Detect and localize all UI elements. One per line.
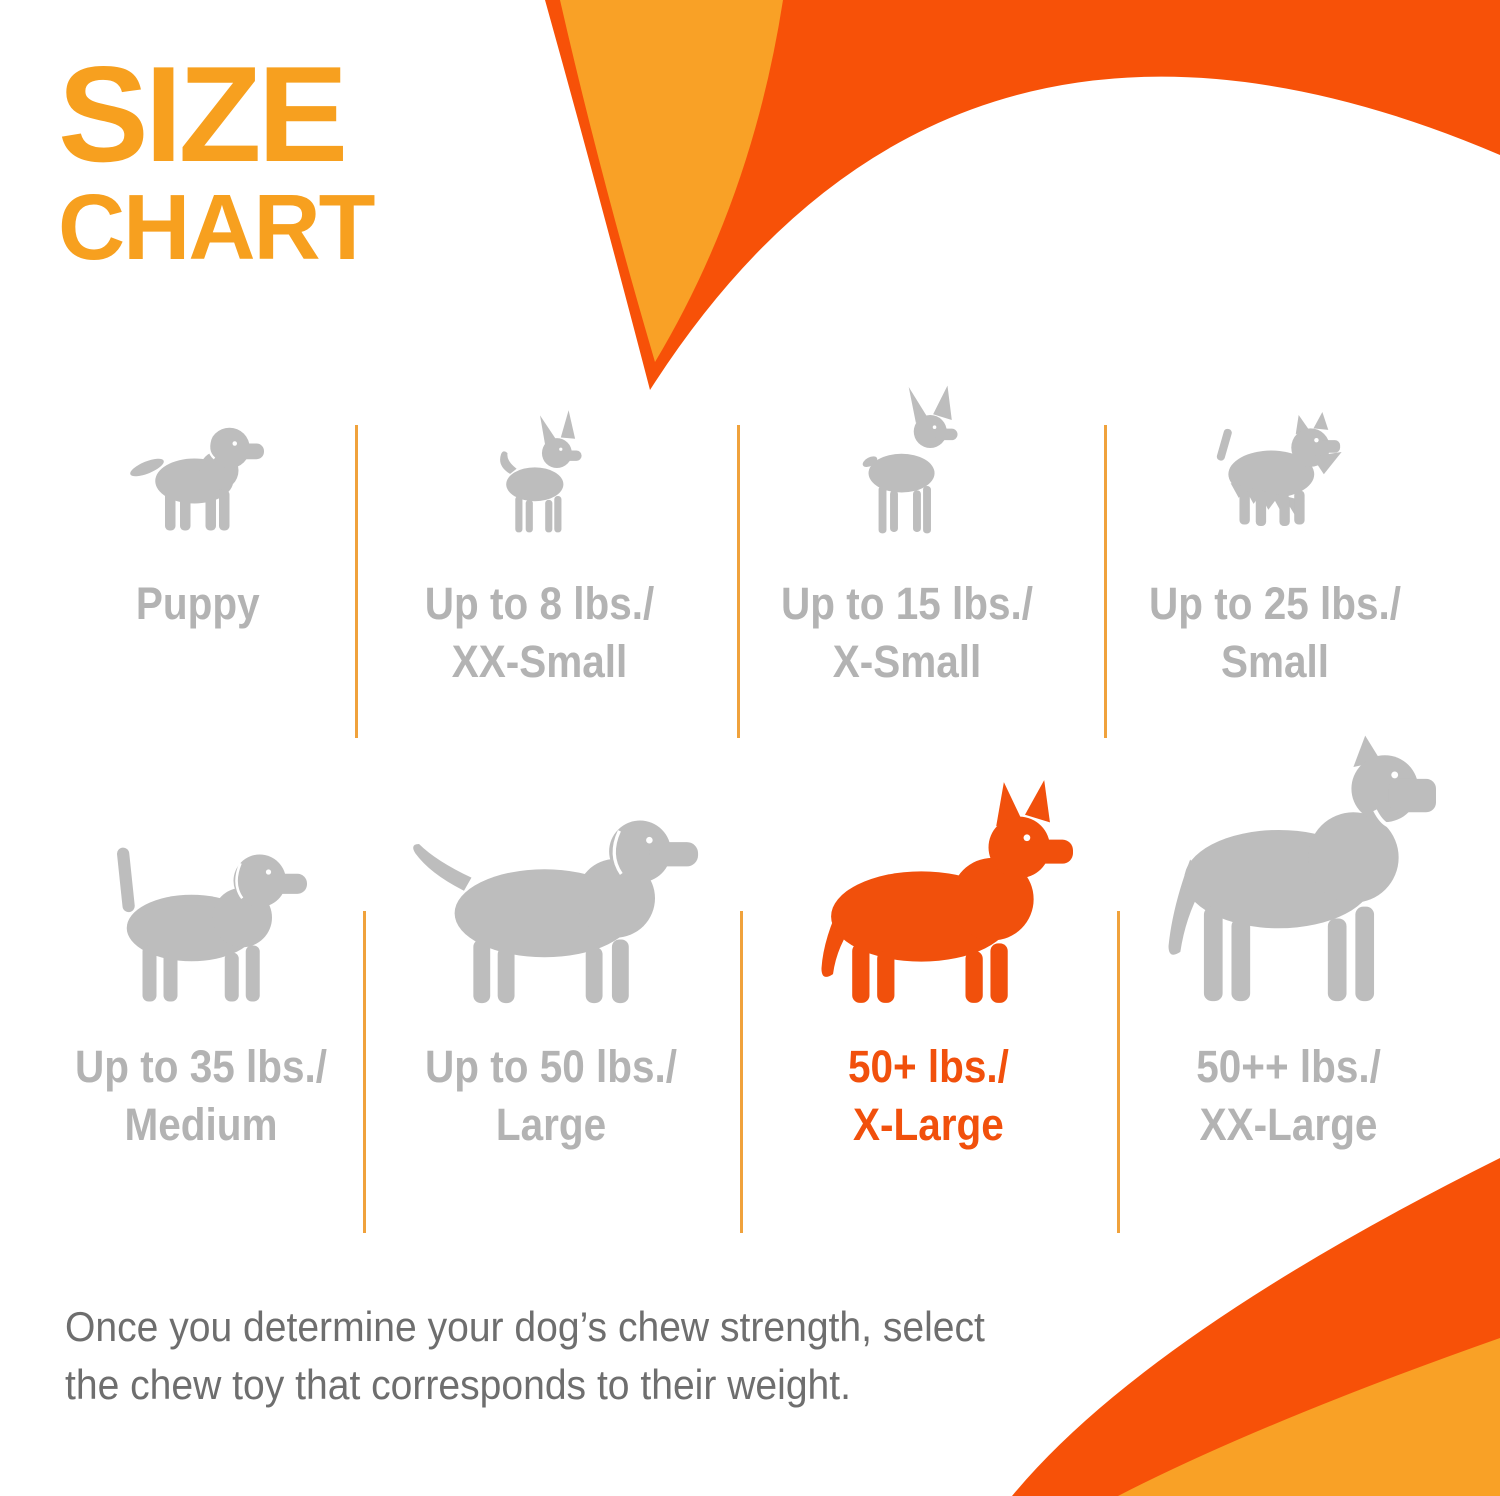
bottom-light-swoosh bbox=[1118, 1338, 1500, 1496]
size-row-large-dogs: Up to 35 lbs./ Medium bbox=[40, 735, 1460, 1153]
size-label: Puppy bbox=[135, 578, 260, 629]
footer-instructions: Once you determine your dog’s chew stren… bbox=[65, 1298, 985, 1414]
size-label: 50++ lbs./ XX-Large bbox=[1196, 1041, 1381, 1150]
terrier-icon bbox=[1216, 412, 1342, 527]
size-cell-large: Up to 50 lbs./ Large bbox=[363, 755, 740, 1153]
size-cell-xx-small: Up to 8 lbs./ XX-Small bbox=[355, 380, 725, 690]
size-label: Up to 25 lbs./ Small bbox=[1148, 578, 1402, 687]
divider bbox=[355, 425, 358, 738]
beagle-icon bbox=[116, 847, 307, 1002]
footer-line-1: Once you determine your dog’s chew stren… bbox=[65, 1303, 985, 1350]
divider bbox=[740, 911, 743, 1233]
footer-line-2: the chew toy that corresponds to their w… bbox=[65, 1360, 851, 1408]
size-cell-xx-large: 50++ lbs./ XX-Large bbox=[1117, 735, 1460, 1153]
title-size: SIZE bbox=[58, 38, 348, 190]
size-row-small-dogs: Puppy bbox=[40, 380, 1460, 690]
great-dane-icon bbox=[1168, 735, 1436, 1002]
labrador-icon bbox=[412, 820, 698, 1004]
bottom-dark-swoosh bbox=[1012, 1158, 1500, 1496]
size-cell-puppy: Puppy bbox=[40, 380, 355, 690]
divider bbox=[363, 911, 366, 1233]
size-label: Up to 15 lbs./ X-Small bbox=[781, 578, 1034, 687]
top-light-wedge bbox=[560, 0, 783, 362]
size-label-highlighted: 50+ lbs./ X-Large bbox=[848, 1041, 1009, 1150]
size-label: Up to 35 lbs./ Medium bbox=[75, 1041, 328, 1150]
size-cell-x-small: Up to 15 lbs./ X-Small bbox=[725, 380, 1090, 690]
size-label: Up to 8 lbs./ XX-Small bbox=[425, 578, 655, 687]
size-cell-small: Up to 25 lbs./ Small bbox=[1090, 380, 1460, 690]
toy-dog-icon bbox=[862, 385, 958, 534]
top-dark-swoosh bbox=[545, 0, 1500, 390]
chihuahua-icon bbox=[500, 410, 582, 533]
size-label: Up to 50 lbs./ Large bbox=[425, 1041, 678, 1150]
divider bbox=[1117, 911, 1120, 1233]
cattle-dog-icon bbox=[820, 780, 1073, 1003]
title-chart: CHART bbox=[58, 175, 375, 280]
size-cell-medium: Up to 35 lbs./ Medium bbox=[40, 755, 363, 1153]
page-title: SIZE CHART bbox=[58, 38, 375, 280]
size-cell-x-large-highlighted: 50+ lbs./ X-Large bbox=[740, 755, 1117, 1153]
puppy-icon bbox=[129, 427, 264, 531]
divider bbox=[1104, 425, 1107, 738]
divider bbox=[737, 425, 740, 738]
